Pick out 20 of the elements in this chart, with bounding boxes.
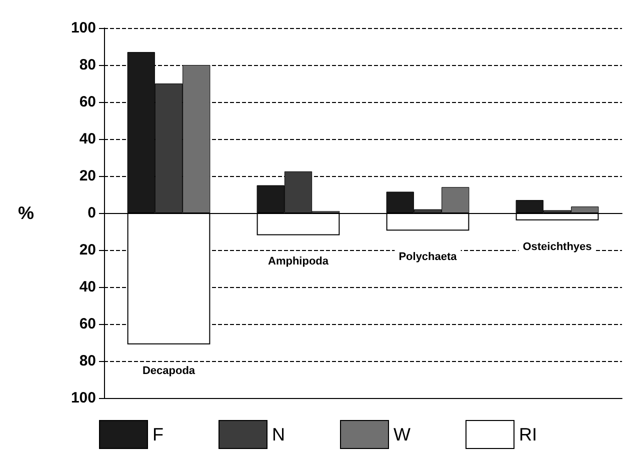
legend-label: W — [394, 424, 410, 444]
y-tick-label: 100 — [70, 390, 96, 406]
y-tick-label: 60 — [79, 94, 96, 110]
x-tick-label: Amphipoda — [268, 256, 330, 268]
y-tick-label: 20 — [79, 168, 96, 184]
legend-label: RI — [518, 424, 537, 444]
legend-label: N — [272, 424, 286, 444]
y-tick-label: 60 — [79, 316, 96, 332]
legend-label: F — [152, 424, 164, 444]
x-tick-label: Polychaeta — [398, 251, 458, 264]
x-tick-label: Osteichthyes — [522, 240, 592, 253]
y-tick-label: 20 — [79, 242, 96, 258]
y-tick-label: 100 — [70, 20, 96, 36]
y-tick-label: 0 — [88, 204, 96, 222]
x-tick-label: Decapoda — [142, 364, 196, 377]
y-tick-label: 80 — [79, 352, 96, 370]
y-tick-label: 40 — [79, 130, 96, 148]
y-tick-label: 40 — [79, 278, 96, 296]
y-axis-title: % — [18, 203, 34, 223]
y-tick-label: 80 — [79, 56, 96, 74]
